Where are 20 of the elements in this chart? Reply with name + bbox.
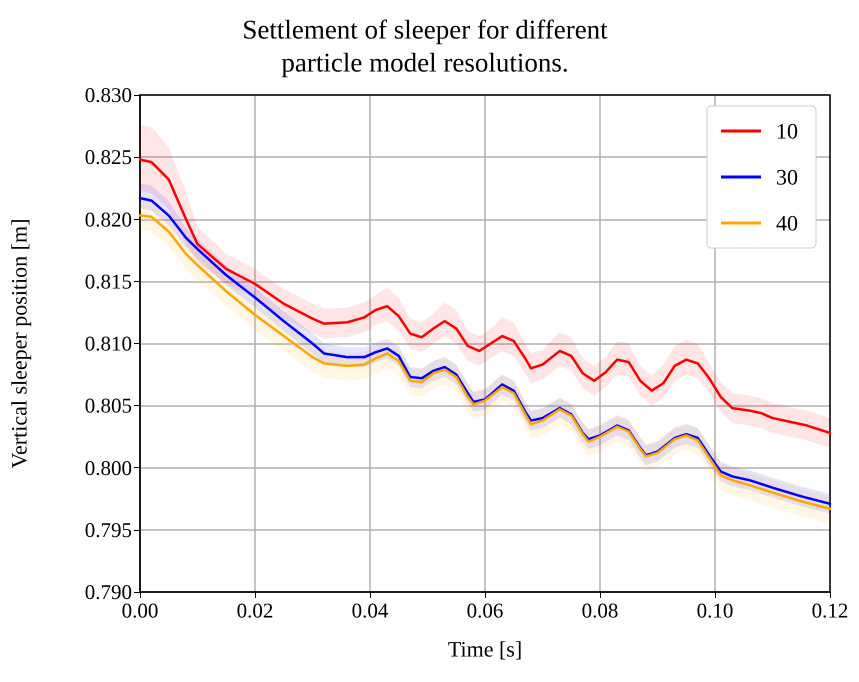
x-tick-label: 0.10 bbox=[696, 598, 734, 622]
chart-title: Settlement of sleeper for different particle model resolutions. bbox=[242, 14, 608, 78]
y-tick-label: 0.830 bbox=[84, 83, 132, 107]
x-tick-label: 0.04 bbox=[352, 598, 389, 622]
y-tick-label: 0.800 bbox=[84, 456, 132, 480]
y-tick-label: 0.820 bbox=[84, 207, 132, 232]
legend-label: 40 bbox=[776, 210, 798, 236]
y-tick-label: 0.795 bbox=[84, 518, 132, 542]
x-tick-label: 0.02 bbox=[236, 598, 274, 622]
y-tick-label: 0.805 bbox=[84, 394, 132, 418]
y-tick-label: 0.810 bbox=[84, 332, 132, 356]
y-tick-label: 0.815 bbox=[84, 269, 132, 294]
x-tick-label: 0.12 bbox=[812, 598, 848, 622]
y-tick-label: 0.825 bbox=[84, 145, 132, 170]
legend-label: 10 bbox=[776, 118, 798, 144]
legend-label: 30 bbox=[776, 164, 798, 190]
x-tick-label: 0.06 bbox=[466, 598, 504, 622]
x-axis-title: Time [s] bbox=[448, 636, 522, 662]
x-tick-label: 0.08 bbox=[582, 598, 618, 622]
y-axis-title: Vertical sleeper position [m] bbox=[6, 218, 32, 468]
